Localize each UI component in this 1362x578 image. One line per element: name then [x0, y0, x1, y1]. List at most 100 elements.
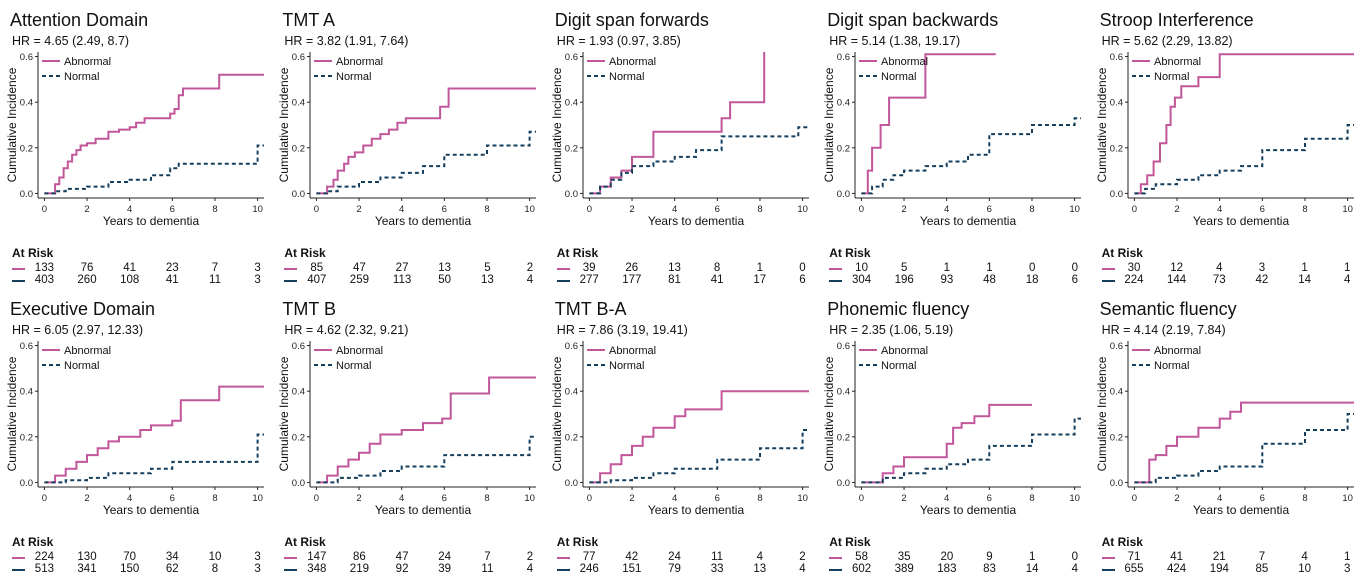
legend-label-abnormal: Abnormal — [64, 56, 111, 68]
normal-curve — [44, 144, 264, 195]
at-risk-count: 93 — [940, 274, 954, 286]
at-risk-row-normal: 224 144 73 42 14 4 — [1090, 274, 1362, 286]
at-risk-count: 11 — [481, 563, 494, 575]
x-tick-label: 4 — [672, 493, 677, 504]
at-risk-count: 4 — [1216, 262, 1223, 274]
x-tick-label: 10 — [252, 493, 263, 504]
at-risk-row-abnormal: 30 12 4 3 1 1 — [1090, 262, 1362, 274]
y-axis-label: Cumulative Incidence — [1095, 67, 1109, 182]
at-risk-count: 341 — [77, 563, 97, 575]
x-tick-label: 8 — [1302, 204, 1307, 215]
chart-title: TMT A — [282, 10, 336, 30]
at-risk-count: 6 — [799, 274, 806, 286]
y-tick-label: 0.2 — [1109, 143, 1122, 154]
at-risk-count: 6 — [1071, 274, 1078, 286]
x-axis-label: Years to dementia — [920, 214, 1017, 228]
y-tick-label: 0.0 — [837, 478, 850, 489]
at-risk-swatch-abnormal — [12, 268, 25, 270]
at-risk-count: 77 — [582, 551, 596, 563]
y-tick-label: 0.6 — [565, 52, 578, 63]
at-risk-row-normal: 304 196 93 48 18 6 — [817, 274, 1089, 286]
at-risk-count: 42 — [625, 551, 639, 563]
at-risk-count: 8 — [211, 563, 219, 575]
x-tick-label: 6 — [442, 204, 447, 215]
y-tick-label: 0.6 — [1109, 52, 1122, 63]
abnormal-curve — [316, 87, 537, 195]
at-risk-count: 224 — [1124, 274, 1144, 286]
y-tick-label: 0.0 — [20, 478, 33, 489]
at-risk-count: 13 — [668, 262, 681, 274]
at-risk-heading: At Risk — [12, 535, 54, 549]
at-risk-count: 9 — [986, 551, 993, 563]
x-tick-label: 4 — [672, 204, 677, 215]
chart-panel: TMT B HR = 4.62 (2.32, 9.21) 0.0 0.2 0.4 0.6 0… — [272, 289, 544, 578]
x-tick-label: 6 — [714, 493, 719, 504]
at-risk-count: 33 — [710, 563, 724, 575]
abnormal-curve — [44, 73, 264, 195]
x-tick-label: 0 — [859, 493, 864, 504]
x-tick-label: 0 — [587, 493, 592, 504]
x-axis-label: Years to dementia — [103, 503, 200, 517]
x-tick-label: 4 — [944, 493, 949, 504]
hazard-ratio-text: HR = 3.82 (1.91, 7.64) — [284, 34, 409, 48]
at-risk-count: 50 — [438, 274, 452, 286]
normal-curve — [1133, 413, 1354, 484]
x-tick-label: 2 — [629, 204, 634, 215]
y-tick-label: 0.0 — [565, 478, 578, 489]
abnormal-curve — [316, 376, 537, 484]
hazard-ratio-text: HR = 4.14 (2.19, 7.84) — [1101, 323, 1226, 337]
at-risk-count: 10 — [855, 262, 868, 274]
x-tick-label: 0 — [859, 204, 864, 215]
x-tick-label: 10 — [1342, 204, 1353, 215]
at-risk-row-normal: 277 177 81 41 17 6 — [545, 274, 817, 286]
at-risk-count: 27 — [395, 262, 409, 274]
y-axis-label: Cumulative Incidence — [277, 67, 291, 182]
x-tick-label: 10 — [252, 204, 263, 215]
at-risk-swatch-normal — [1101, 569, 1115, 571]
at-risk-count: 7 — [211, 262, 219, 274]
y-tick-label: 0.4 — [565, 387, 578, 398]
at-risk-count: 1 — [1301, 262, 1308, 274]
at-risk-count: 10 — [208, 551, 222, 563]
at-risk-count: 183 — [937, 563, 957, 575]
hazard-ratio-text: HR = 5.62 (2.29, 13.82) — [1101, 34, 1233, 48]
at-risk-count: 1 — [756, 262, 763, 274]
at-risk-heading: At Risk — [1101, 246, 1143, 260]
x-tick-label: 0 — [314, 493, 319, 504]
at-risk-count: 3 — [254, 551, 261, 563]
chart-title: Semantic fluency — [1099, 299, 1237, 319]
at-risk-count: 3 — [254, 262, 261, 274]
x-tick-label: 8 — [1030, 204, 1035, 215]
at-risk-count: 4 — [799, 563, 806, 575]
at-risk-count: 24 — [438, 551, 452, 563]
y-tick-label: 0.6 — [292, 52, 305, 63]
at-risk-count: 73 — [1212, 274, 1226, 286]
at-risk-count: 34 — [165, 551, 179, 563]
at-risk-count: 7 — [484, 551, 491, 563]
x-axis-label: Years to dementia — [103, 214, 200, 228]
at-risk-count: 24 — [668, 551, 681, 563]
x-tick-label: 10 — [525, 204, 536, 215]
x-tick-label: 0 — [42, 204, 47, 215]
at-risk-heading: At Risk — [829, 535, 871, 549]
x-tick-label: 2 — [84, 204, 89, 215]
legend-label-abnormal: Abnormal — [609, 345, 656, 357]
at-risk-row-abnormal: 71 41 21 7 4 1 — [1090, 551, 1362, 563]
at-risk-count: 20 — [940, 551, 954, 563]
legend-label-normal: Normal — [64, 360, 99, 372]
x-tick-label: 10 — [797, 493, 808, 504]
legend-label-abnormal: Abnormal — [336, 345, 383, 357]
at-risk-heading: At Risk — [829, 246, 871, 260]
chart-panel: Phonemic fluency HR = 2.35 (1.06, 5.19) 0.… — [817, 289, 1089, 578]
abnormal-curve — [1133, 53, 1354, 195]
at-risk-count: 26 — [625, 262, 639, 274]
at-risk-count: 177 — [622, 274, 642, 286]
y-tick-label: 0.2 — [20, 143, 33, 154]
at-risk-row-normal: 348 219 92 39 11 4 — [272, 563, 544, 575]
at-risk-count: 83 — [983, 563, 996, 575]
x-tick-label: 8 — [1302, 493, 1307, 504]
chart-panel: TMT B-A HR = 7.86 (3.19, 19.41) 0.0 0.2 0.4 0… — [545, 289, 817, 578]
at-risk-count: 5 — [900, 262, 908, 274]
at-risk-count: 3 — [1258, 262, 1266, 274]
at-risk-heading: At Risk — [556, 246, 599, 260]
